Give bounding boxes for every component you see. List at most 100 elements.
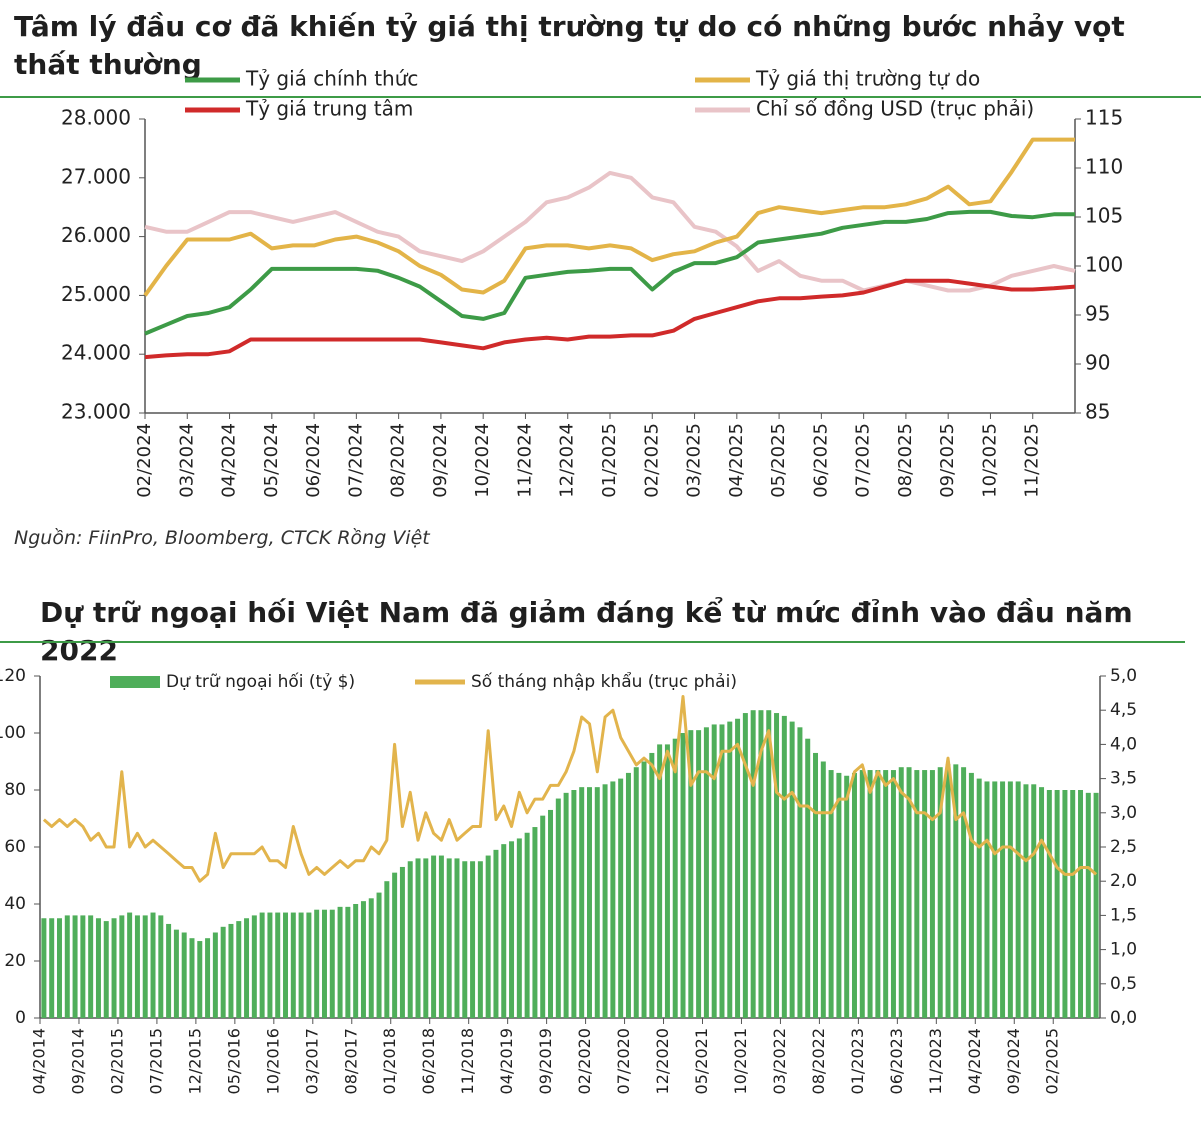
bar [1007,781,1013,1018]
y-tick-label: 80 [4,780,26,800]
bar [1031,784,1037,1018]
bar [189,938,195,1018]
bar [1085,792,1091,1018]
x-tick-label: 04/2014 [30,1028,49,1094]
bar [953,764,959,1018]
y2-tick-label: 95 [1085,302,1110,326]
bar [867,770,873,1018]
bar [181,932,187,1018]
bar [41,918,47,1018]
bar [976,778,982,1018]
bar [446,858,452,1018]
bar [703,727,709,1018]
y-tick-label: 60 [4,837,26,857]
bar [859,770,865,1018]
x-tick-label: 01/2018 [380,1028,399,1094]
bar [890,770,896,1018]
bar [555,798,561,1018]
bar [727,721,733,1018]
x-tick-label: 12/2020 [653,1028,672,1094]
bar [103,921,109,1018]
bar [423,858,429,1018]
x-tick-label: 05/2016 [224,1028,243,1094]
legend-label: Chỉ số đồng USD (trục phải) [756,97,1034,121]
bar [353,904,359,1018]
x-tick-label: 08/2017 [341,1028,360,1094]
bar [649,752,655,1018]
bar [774,713,780,1018]
bar [329,909,335,1018]
bar [158,915,164,1018]
bar [220,926,226,1018]
y-tick-label: 23.000 [61,400,131,424]
bar [509,841,515,1018]
bar [579,787,585,1018]
y-tick-label: 27.000 [61,164,131,188]
y2-tick-label: 2,0 [1110,871,1137,891]
bar [516,838,522,1018]
bar [244,918,250,1018]
y-tick-label: 100 [0,723,26,743]
x-tick-label: 03/2024 [176,423,197,498]
x-tick-label: 11/2024 [514,423,535,498]
bar [524,832,530,1018]
bar [789,721,795,1018]
bar [813,752,819,1018]
bar [321,909,327,1018]
bar [493,849,499,1018]
x-tick-label: 01/2023 [848,1028,867,1094]
bar [485,855,491,1018]
bar [680,733,686,1018]
bar [314,909,320,1018]
bar [805,738,811,1018]
bar [766,710,772,1018]
bar [119,915,125,1018]
y-tick-label: 24.000 [61,341,131,365]
bar [150,912,156,1018]
bar [992,781,998,1018]
x-tick-label: 06/2024 [303,423,324,498]
y-tick-label: 120 [0,666,26,686]
y-tick-label: 25.000 [61,282,131,306]
bar [236,921,242,1018]
bar [664,744,670,1018]
bar [392,872,398,1018]
x-tick-label: 02/2025 [1043,1028,1062,1094]
x-tick-label: 10/2016 [263,1028,282,1094]
bar [1093,792,1099,1018]
x-tick-label: 03/2025 [684,423,705,498]
bar [80,915,86,1018]
x-tick-label: 02/2015 [107,1028,126,1094]
x-tick-label: 04/2025 [726,423,747,498]
x-tick-label: 06/2025 [810,423,831,498]
y-tick-label: 0 [15,1008,26,1028]
x-tick-label: 11/2018 [458,1028,477,1094]
bar [696,730,702,1018]
x-tick-label: 09/2024 [1004,1028,1023,1094]
bar [602,784,608,1018]
bar [337,906,343,1018]
line-series [144,209,1075,336]
bar [399,866,405,1018]
bar [1062,790,1068,1018]
bar [711,724,717,1018]
bar [641,761,647,1018]
bar [306,912,312,1018]
bar [633,767,639,1018]
bar [290,912,296,1018]
bar [532,827,538,1018]
bar [657,744,663,1018]
x-tick-label: 10/2021 [731,1028,750,1094]
bar [563,792,569,1018]
source-note: Nguồn: FiinPro, Bloomberg, CTCK Rồng Việ… [14,527,430,549]
y2-tick-label: 3,5 [1110,769,1137,789]
x-tick-label: 10/2024 [472,423,493,498]
bar [820,761,826,1018]
bar [688,730,694,1018]
bar [781,715,787,1018]
bar [836,772,842,1018]
y2-tick-label: 85 [1085,400,1110,424]
bar [968,772,974,1018]
legend-label: Tỷ giá trung tâm [245,97,413,121]
